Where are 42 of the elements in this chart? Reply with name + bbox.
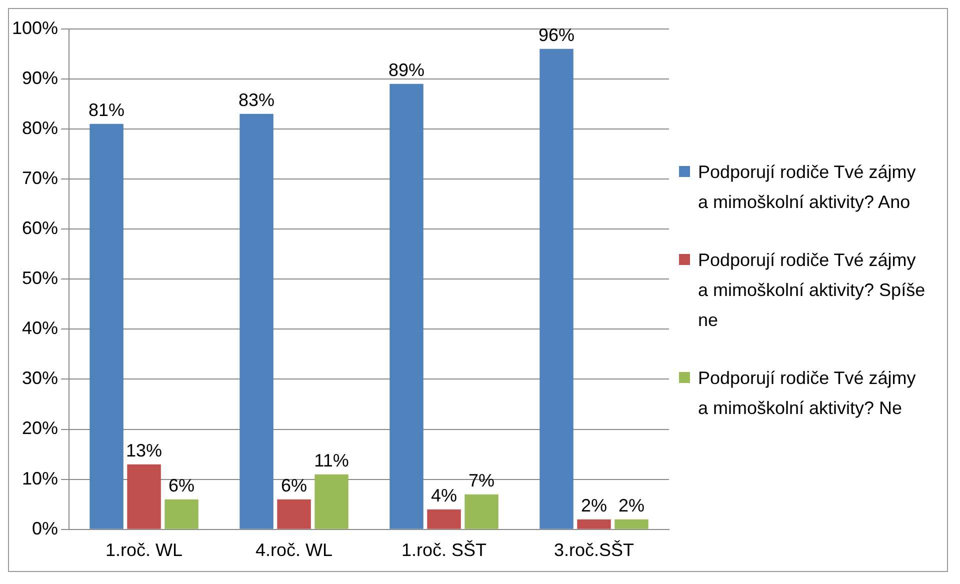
- bar: [540, 48, 574, 529]
- y-tick-label: 40%: [22, 318, 58, 338]
- x-tick-label: 4.roč. WL: [256, 540, 333, 560]
- legend-label: Podporují rodiče Tvé zájmy a mimoškolní aktivity? Ne: [698, 367, 917, 420]
- bar: [240, 114, 274, 529]
- legend-label: Podporují rodiče Tvé zájmy a mimoškolní aktivity? Spíše ne: [698, 249, 926, 332]
- bar: [614, 519, 648, 529]
- data-label: 2%: [580, 495, 608, 516]
- bar: [427, 509, 461, 529]
- y-tick-label: 100%: [12, 18, 58, 38]
- bar: [390, 84, 424, 529]
- y-tick-label: 60%: [22, 218, 58, 238]
- data-label: 4%: [431, 485, 458, 506]
- x-tick-label: 1.roč. SŠT: [402, 540, 487, 560]
- data-label: 96%: [538, 24, 575, 45]
- y-tick-label: 30%: [22, 368, 58, 388]
- data-label: 81%: [88, 100, 125, 120]
- data-label: 6%: [281, 475, 308, 496]
- bar: [577, 519, 611, 529]
- y-tick-label: 80%: [22, 118, 58, 138]
- legend-label: Podporují rodiče Tvé zájmy a mimoškolní aktivity? Ano: [698, 161, 917, 214]
- y-tick-label: 70%: [22, 168, 58, 188]
- data-label: 13%: [126, 440, 162, 460]
- y-tick-label: 20%: [22, 418, 58, 438]
- x-tick-label: 1.roč. WL: [106, 540, 183, 560]
- y-tick-label: 50%: [22, 268, 58, 288]
- data-label: 6%: [168, 475, 195, 496]
- y-tick-label: 0%: [32, 518, 58, 538]
- y-tick-label: 10%: [22, 468, 58, 488]
- data-label: 89%: [388, 60, 425, 80]
- data-label: 2%: [618, 495, 645, 516]
- data-label: 83%: [238, 90, 275, 110]
- bar: [314, 474, 348, 529]
- bar: [277, 499, 311, 529]
- y-tick-label: 90%: [22, 68, 58, 88]
- data-label: 7%: [468, 470, 495, 490]
- bar: [164, 499, 198, 529]
- bar: [127, 464, 161, 529]
- bar: [90, 124, 124, 529]
- x-tick-label: 3.roč.SŠT: [554, 540, 634, 560]
- bar: [464, 494, 498, 529]
- data-label: 11%: [314, 450, 349, 470]
